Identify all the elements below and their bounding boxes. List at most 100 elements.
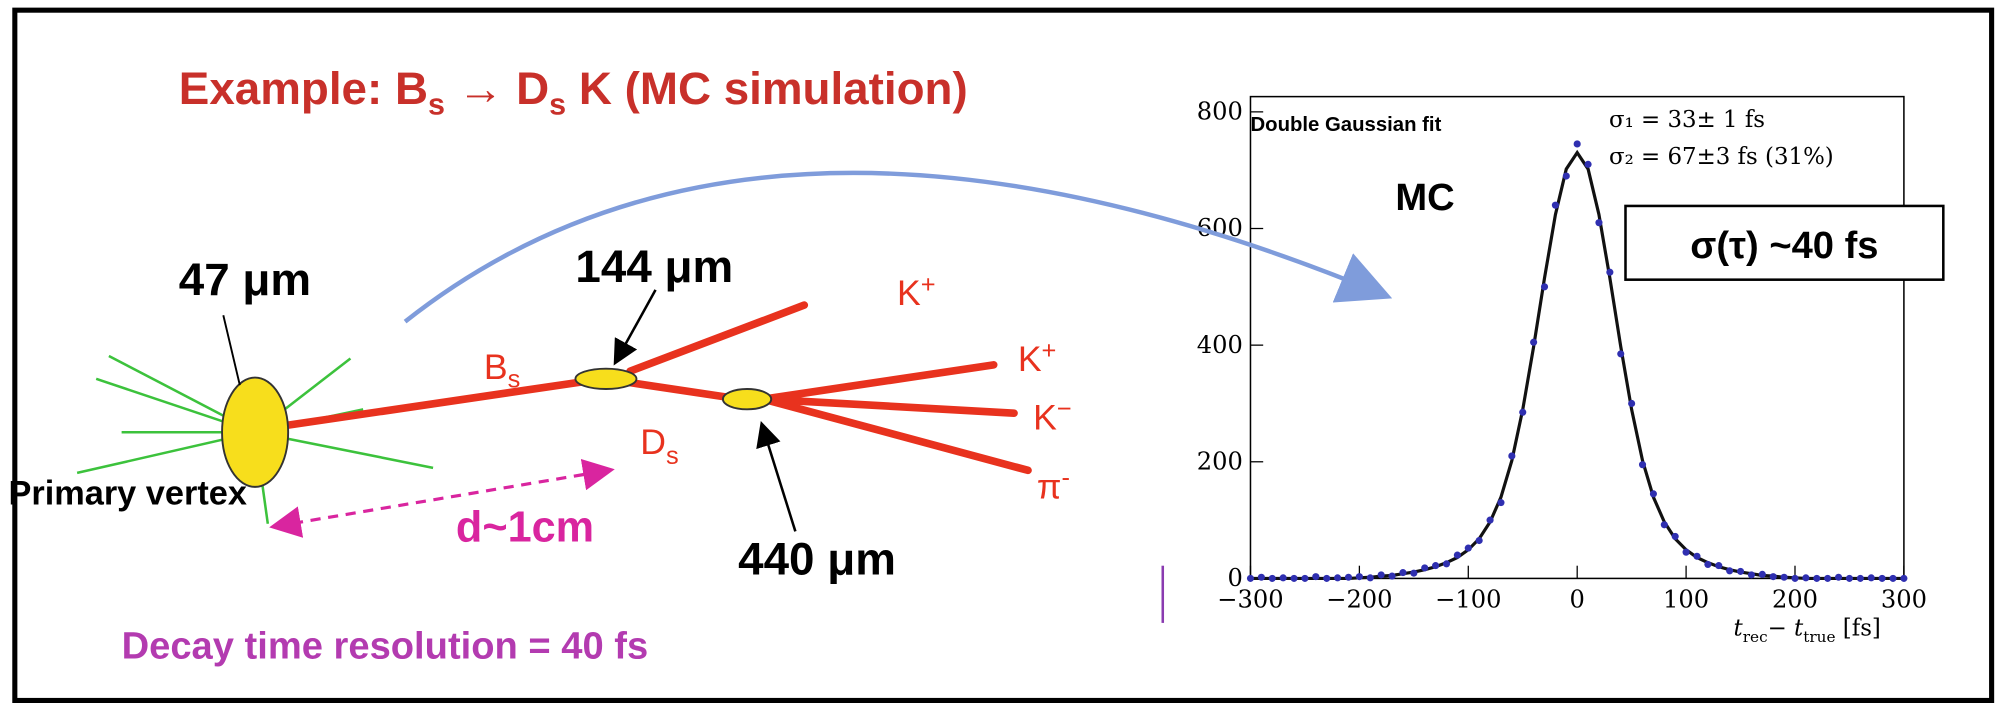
x-axis-label-part: [fs]	[1836, 616, 1881, 642]
data-point	[1421, 564, 1428, 571]
data-point	[1759, 571, 1766, 578]
data-point	[1835, 574, 1842, 581]
data-point	[1617, 350, 1624, 357]
data-point	[1345, 574, 1352, 581]
data-point	[1661, 521, 1668, 528]
pv-size: 47 μm	[179, 254, 311, 305]
data-point	[1432, 562, 1439, 569]
data-point	[1508, 452, 1515, 459]
data-point	[1595, 219, 1602, 226]
data-point	[1454, 552, 1461, 559]
data-point	[1704, 561, 1711, 568]
data-point	[1574, 140, 1581, 147]
data-point	[1693, 553, 1700, 560]
data-point	[1857, 575, 1864, 582]
label-sup: +	[921, 270, 936, 298]
data-point	[1519, 409, 1526, 416]
data-point	[1356, 573, 1363, 580]
data-point	[1410, 570, 1417, 577]
resolution-label: Decay time resolution = 40 fs	[122, 625, 649, 668]
data-point	[1497, 499, 1504, 506]
data-point	[1879, 575, 1886, 582]
data-point	[1846, 575, 1853, 582]
data-point	[1552, 202, 1559, 209]
data-point	[1280, 574, 1287, 581]
data-point	[1628, 400, 1635, 407]
data-point	[1900, 575, 1907, 582]
data-point	[1802, 574, 1809, 581]
data-point	[1672, 533, 1679, 540]
x-tick-label: 200	[1772, 586, 1818, 614]
x-axis-label-part: true	[1803, 628, 1835, 646]
slide-title: Example: Bs → Ds K (MC simulation)	[179, 63, 968, 121]
distance-label: d~1cm	[456, 504, 594, 552]
data-point	[1323, 575, 1330, 582]
mc-label: MC	[1395, 176, 1454, 219]
label-part: K	[1018, 339, 1042, 379]
title-sub: s	[549, 87, 566, 121]
label-part: K	[897, 273, 921, 313]
data-point	[1585, 161, 1592, 168]
data-point	[1737, 568, 1744, 575]
data-point	[1247, 575, 1254, 582]
fit-note: Double Gaussian fit	[1250, 114, 1441, 136]
data-point	[1748, 571, 1755, 578]
data-point	[1726, 567, 1733, 574]
data-point	[1301, 575, 1308, 582]
y-tick-label: 200	[1197, 447, 1243, 475]
data-point	[1367, 574, 1374, 581]
data-point	[1715, 562, 1722, 569]
label-part: K	[1033, 398, 1057, 438]
data-point	[1443, 560, 1450, 567]
label-sup: -	[1061, 464, 1069, 492]
data-point	[1541, 283, 1548, 290]
data-point	[1639, 461, 1646, 468]
x-tick-label: −200	[1326, 586, 1392, 614]
data-point	[1530, 339, 1537, 346]
label-sub: s	[666, 442, 679, 470]
title-part: Example: B	[179, 63, 428, 114]
title-part: K (MC simulation)	[566, 63, 968, 114]
data-point	[1476, 537, 1483, 544]
data-point	[1683, 549, 1690, 556]
data-point	[1868, 574, 1875, 581]
data-point	[1791, 575, 1798, 582]
bs-size: 144 μm	[575, 241, 733, 292]
title-sub: s	[428, 87, 445, 121]
sigma-2: σ₂ = 67±3 fs (31%)	[1609, 144, 1834, 170]
x-tick-label: 0	[1570, 586, 1585, 614]
x-axis-label-part: rec	[1743, 628, 1768, 646]
slide: Example: Bs → Ds K (MC simulation) 47 μm…	[0, 0, 1995, 703]
page: {"diagram": { "title": ["Example: B", "s…	[0, 0, 1995, 703]
data-point	[1465, 545, 1472, 552]
label-part: B	[484, 347, 508, 387]
data-point	[1781, 574, 1788, 581]
y-tick-label: 400	[1197, 331, 1243, 359]
data-point	[1889, 575, 1896, 582]
title-part: → D	[445, 63, 549, 114]
label-part: π	[1037, 466, 1062, 506]
label-part: D	[640, 422, 666, 462]
data-point	[1399, 569, 1406, 576]
x-axis-label-part: −	[1768, 616, 1794, 642]
x-tick-label: 100	[1663, 586, 1709, 614]
ds-vertex-ellipse	[723, 389, 771, 409]
primary-vertex-label: Primary vertex	[8, 475, 246, 513]
label-sup: −	[1057, 395, 1072, 423]
data-point	[1487, 517, 1494, 524]
data-point	[1312, 573, 1319, 580]
data-point	[1650, 490, 1657, 497]
data-point	[1813, 575, 1820, 582]
data-point	[1824, 575, 1831, 582]
data-point	[1563, 172, 1570, 179]
data-point	[1606, 269, 1613, 276]
x-tick-label: −100	[1435, 586, 1501, 614]
data-point	[1334, 574, 1341, 581]
data-point	[1258, 574, 1265, 581]
data-point	[1388, 573, 1395, 580]
label-sup: +	[1042, 336, 1057, 364]
data-point	[1290, 575, 1297, 582]
primary-vertex-ellipse	[222, 378, 288, 487]
sigma-1: σ₁ = 33± 1 fs	[1609, 107, 1765, 133]
data-point	[1770, 573, 1777, 580]
